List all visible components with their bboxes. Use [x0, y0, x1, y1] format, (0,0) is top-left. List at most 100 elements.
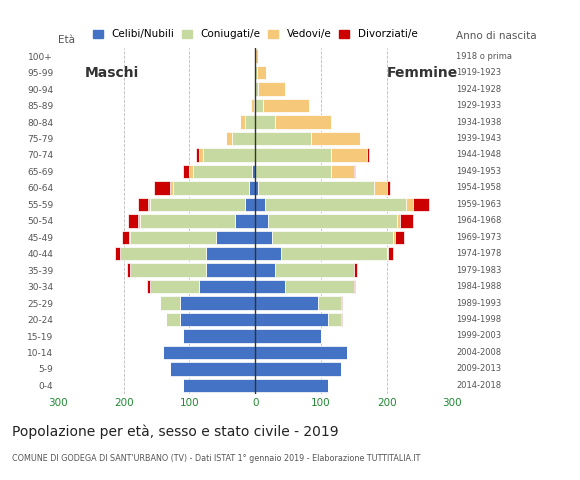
- Bar: [340, 313, 342, 326]
- Bar: [255, 165, 331, 178]
- Bar: [255, 313, 328, 326]
- Bar: [183, 329, 255, 343]
- Bar: [255, 346, 347, 359]
- Bar: [249, 181, 255, 194]
- Bar: [354, 165, 355, 178]
- Bar: [235, 214, 255, 228]
- Text: 1994-1998: 1994-1998: [456, 315, 502, 324]
- Bar: [183, 379, 255, 392]
- Bar: [173, 181, 249, 194]
- Text: 1944-1948: 1944-1948: [456, 150, 502, 159]
- Bar: [226, 132, 232, 145]
- Text: 2014-2018: 2014-2018: [456, 381, 502, 390]
- Text: 1929-1933: 1929-1933: [456, 101, 502, 110]
- Bar: [254, 99, 255, 112]
- Bar: [130, 264, 206, 277]
- Bar: [183, 165, 190, 178]
- Bar: [180, 296, 255, 310]
- Bar: [171, 181, 173, 194]
- Bar: [255, 148, 331, 162]
- Bar: [354, 280, 355, 293]
- Bar: [374, 181, 387, 194]
- Bar: [254, 83, 255, 96]
- Bar: [407, 198, 413, 211]
- Bar: [413, 198, 429, 211]
- Bar: [255, 214, 269, 228]
- Text: 1959-1963: 1959-1963: [456, 200, 502, 209]
- Bar: [245, 198, 255, 211]
- Bar: [138, 198, 148, 211]
- Bar: [255, 83, 259, 96]
- Text: Femmine: Femmine: [387, 66, 458, 80]
- Bar: [255, 181, 259, 194]
- Bar: [196, 148, 200, 162]
- Text: 2009-2013: 2009-2013: [456, 364, 502, 373]
- Bar: [331, 148, 367, 162]
- Bar: [148, 198, 150, 211]
- Bar: [206, 264, 255, 277]
- Bar: [200, 148, 202, 162]
- Bar: [387, 181, 390, 194]
- Bar: [269, 214, 397, 228]
- Bar: [252, 165, 255, 178]
- Bar: [122, 230, 129, 244]
- Bar: [138, 214, 140, 228]
- Bar: [190, 165, 193, 178]
- Text: 1999-2003: 1999-2003: [456, 332, 502, 340]
- Text: 1974-1978: 1974-1978: [456, 249, 502, 258]
- Bar: [394, 230, 404, 244]
- Text: 1919-1923: 1919-1923: [456, 68, 502, 77]
- Bar: [388, 247, 393, 261]
- Legend: Celibi/Nubili, Coniugati/e, Vedovi/e, Divorziati/e: Celibi/Nubili, Coniugati/e, Vedovi/e, Di…: [93, 29, 418, 39]
- Bar: [255, 66, 256, 79]
- Bar: [331, 165, 354, 178]
- Text: 1949-1953: 1949-1953: [456, 167, 502, 176]
- Bar: [128, 214, 138, 228]
- Text: 1984-1988: 1984-1988: [456, 282, 502, 291]
- Text: 1934-1938: 1934-1938: [456, 118, 502, 127]
- Bar: [259, 181, 374, 194]
- Bar: [393, 230, 394, 244]
- Bar: [121, 247, 206, 261]
- Bar: [163, 346, 255, 359]
- Bar: [328, 313, 340, 326]
- Bar: [255, 49, 259, 63]
- Bar: [265, 198, 407, 211]
- Bar: [256, 66, 266, 79]
- Bar: [127, 264, 130, 277]
- Bar: [200, 280, 255, 293]
- Bar: [263, 99, 309, 112]
- Bar: [387, 247, 388, 261]
- Bar: [240, 115, 245, 129]
- Bar: [150, 198, 245, 211]
- Bar: [202, 148, 255, 162]
- Bar: [281, 247, 387, 261]
- Bar: [166, 313, 180, 326]
- Bar: [216, 230, 255, 244]
- Text: 1979-1983: 1979-1983: [456, 265, 502, 275]
- Text: Anno di nascita: Anno di nascita: [456, 31, 537, 41]
- Bar: [354, 264, 357, 277]
- Bar: [232, 132, 255, 145]
- Bar: [193, 165, 252, 178]
- Bar: [255, 115, 275, 129]
- Bar: [160, 296, 180, 310]
- Bar: [255, 329, 321, 343]
- Bar: [130, 230, 216, 244]
- Bar: [115, 247, 121, 261]
- Text: 2004-2008: 2004-2008: [456, 348, 502, 357]
- Bar: [255, 247, 281, 261]
- Bar: [251, 99, 254, 112]
- Bar: [271, 230, 393, 244]
- Bar: [318, 296, 340, 310]
- Bar: [275, 264, 354, 277]
- Bar: [397, 214, 400, 228]
- Text: 1964-1968: 1964-1968: [456, 216, 502, 225]
- Text: 1918 o prima: 1918 o prima: [456, 52, 512, 61]
- Bar: [150, 280, 200, 293]
- Bar: [367, 148, 369, 162]
- Bar: [154, 181, 171, 194]
- Bar: [255, 280, 285, 293]
- Bar: [255, 362, 340, 376]
- Bar: [206, 247, 255, 261]
